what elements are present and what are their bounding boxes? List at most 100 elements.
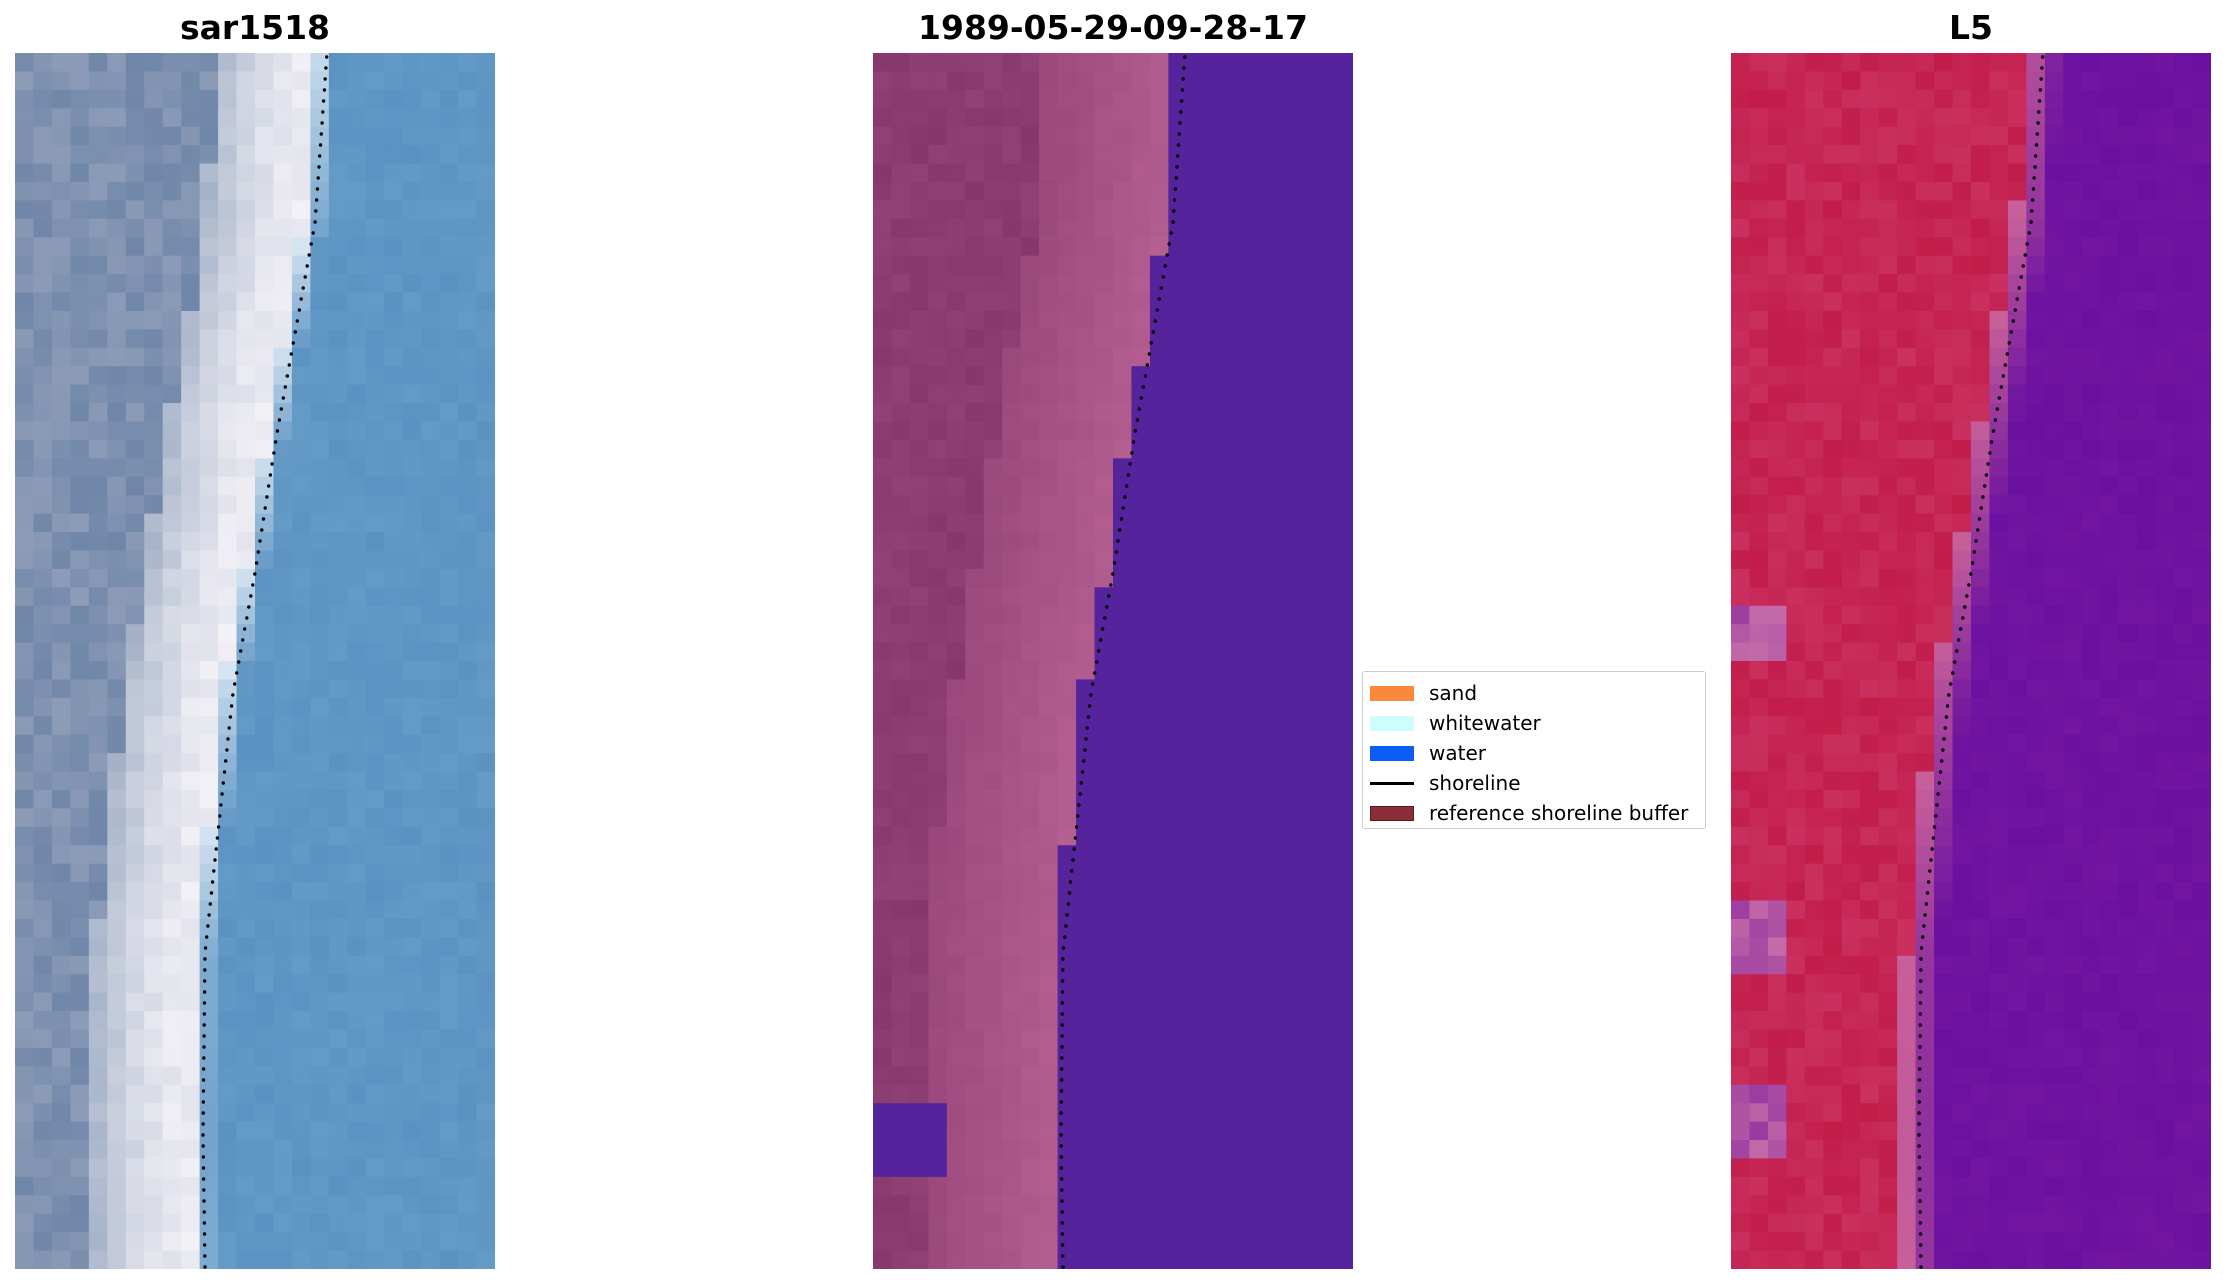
pixel-cell (965, 1066, 985, 1086)
pixel-cell (1841, 771, 1861, 791)
pixel-cell (2026, 808, 2046, 828)
pixel-cell (1297, 1029, 1317, 1049)
pixel-cell (458, 108, 478, 128)
pixel-cell (1186, 218, 1206, 238)
pixel-cell (1897, 697, 1917, 717)
pixel-cell (1934, 421, 1954, 441)
pixel-cell (347, 679, 367, 699)
pixel-cell (1094, 992, 1114, 1012)
pixel-cell (2063, 513, 2083, 533)
pixel-cell (218, 955, 238, 975)
pixel-cell (1260, 163, 1280, 183)
shoreline-point (1077, 803, 1081, 807)
pixel-cell (273, 642, 293, 662)
pixel-cell (1020, 495, 1040, 515)
pixel-cell (909, 734, 929, 754)
pixel-cell (255, 955, 275, 975)
pixel-cell (439, 771, 459, 791)
pixel-cell (946, 568, 966, 588)
pixel-cell (291, 108, 311, 128)
pixel-cell (2100, 292, 2120, 312)
pixel-cell (402, 1121, 422, 1141)
pixel-cell (88, 532, 108, 552)
pixel-cell (1915, 145, 1935, 165)
pixel-cell (2026, 605, 2046, 625)
pixel-cell (1242, 292, 1262, 312)
pixel-cell (2100, 605, 2120, 625)
pixel-cell (384, 587, 404, 607)
pixel-cell (125, 200, 145, 220)
pixel-cell (1989, 218, 2009, 238)
pixel-cell (273, 1084, 293, 1104)
pixel-cell (1260, 771, 1280, 791)
pixel-cell (291, 771, 311, 791)
pixel-cell (2155, 71, 2175, 91)
pixel-cell (2100, 771, 2120, 791)
pixel-cell (1952, 587, 1972, 607)
pixel-cell (1113, 181, 1133, 201)
pixel-cell (125, 384, 145, 404)
pixel-cell (1731, 532, 1751, 552)
pixel-cell (1020, 771, 1040, 791)
pixel-cell (291, 937, 311, 957)
pixel-cell (1989, 605, 2009, 625)
pixel-cell (291, 697, 311, 717)
pixel-cell (1242, 458, 1262, 478)
pixel-cell (255, 605, 275, 625)
pixel-cell (347, 1232, 367, 1252)
pixel-cell (236, 163, 256, 183)
pixel-cell (1260, 661, 1280, 681)
pixel-cell (2155, 274, 2175, 294)
pixel-cell (1205, 255, 1225, 275)
pixel-cell (236, 1084, 256, 1104)
pixel-cell (255, 421, 275, 441)
pixel-cell (1242, 1103, 1262, 1123)
pixel-cell (1915, 495, 1935, 515)
pixel-cell (88, 329, 108, 349)
pixel-cell (51, 181, 71, 201)
pixel-cell (328, 716, 348, 736)
pixel-cell (1971, 624, 1991, 644)
pixel-cell (983, 1084, 1003, 1104)
pixel-cell (1131, 1232, 1151, 1252)
pixel-cell (236, 495, 256, 515)
shoreline-point (1119, 517, 1124, 521)
pixel-cell (1020, 734, 1040, 754)
pixel-cell (2044, 145, 2064, 165)
pixel-cell (2026, 163, 2046, 183)
pixel-cell (1039, 274, 1059, 294)
pixel-cell (1020, 937, 1040, 957)
pixel-cell (144, 421, 164, 441)
pixel-cell (1223, 1140, 1243, 1160)
pixel-cell (88, 200, 108, 220)
pixel-cell (1094, 734, 1114, 754)
pixel-cell (1823, 992, 1843, 1012)
pixel-cell (1113, 476, 1133, 496)
pixel-cell (1242, 642, 1262, 662)
pixel-cell (1131, 495, 1151, 515)
pixel-cell (125, 679, 145, 699)
pixel-cell (51, 513, 71, 533)
pixel-cell (1076, 568, 1096, 588)
pixel-cell (1168, 1066, 1188, 1086)
pixel-cell (218, 310, 238, 330)
pixel-cell (873, 421, 893, 441)
pixel-cell (2081, 882, 2101, 902)
pixel-cell (1168, 624, 1188, 644)
pixel-cell (1223, 1195, 1243, 1215)
pixel-cell (2100, 716, 2120, 736)
pixel-cell (15, 1011, 35, 1031)
pixel-cell (125, 532, 145, 552)
pixel-cell (70, 126, 90, 146)
pixel-cell (1168, 126, 1188, 146)
pixel-cell (1334, 292, 1353, 312)
pixel-cell (365, 550, 385, 570)
pixel-cell (2118, 237, 2138, 257)
shoreline-point (1059, 1111, 1063, 1115)
pixel-cell (1897, 882, 1917, 902)
pixel-cell (1205, 1250, 1225, 1269)
pixel-cell (1131, 1029, 1151, 1049)
pixel-cell (1149, 1047, 1169, 1067)
pixel-cell (181, 218, 201, 238)
pixel-cell (1731, 310, 1751, 330)
